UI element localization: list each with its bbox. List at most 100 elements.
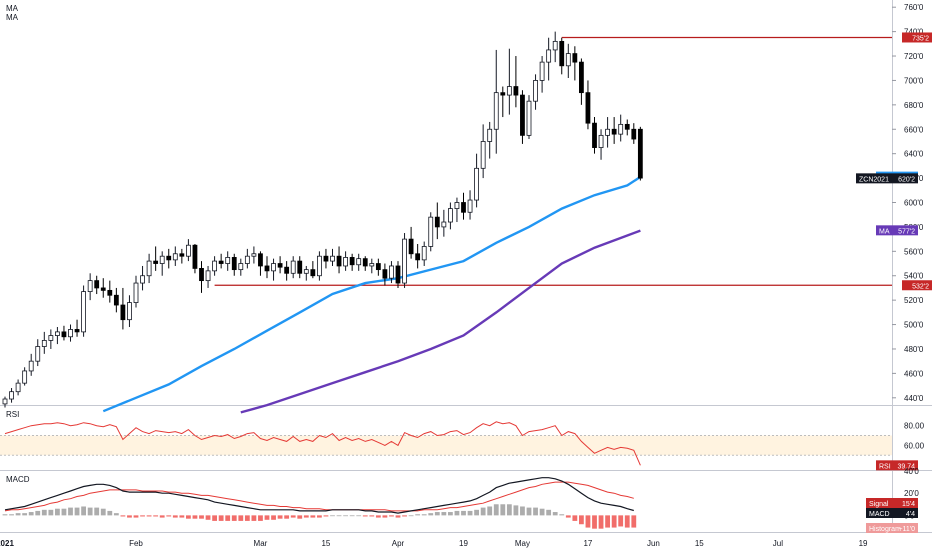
macd-tick-label: 20'0 — [904, 489, 919, 498]
candle — [284, 261, 290, 281]
macd-histogram-bar — [94, 507, 100, 516]
candle — [552, 31, 558, 63]
candle-body — [107, 289, 113, 296]
candle-body — [172, 253, 178, 261]
time-tick-label: 19 — [859, 539, 868, 548]
candle — [199, 261, 204, 293]
price-tick-label: 640'0 — [904, 150, 924, 159]
candle — [369, 258, 375, 274]
candle — [316, 251, 322, 281]
time-tick-label: Apr — [392, 539, 405, 548]
macd-histogram-bar — [9, 514, 14, 516]
macd-histogram-bar — [585, 515, 591, 528]
macd-histogram-bar — [271, 515, 276, 520]
macd-histogram-bar — [480, 507, 486, 516]
candle — [153, 246, 159, 271]
price-level-badge-value: 735'2 — [912, 35, 929, 42]
macd-histogram-bar — [448, 512, 453, 516]
candle — [415, 244, 421, 269]
candle-body — [533, 80, 538, 102]
candle — [454, 197, 460, 223]
candle — [611, 117, 617, 144]
candle-body — [474, 167, 480, 201]
candle-body — [113, 294, 119, 306]
candle-body — [87, 280, 93, 293]
macd-histogram-bar — [375, 515, 381, 518]
candle — [539, 56, 545, 93]
candle — [598, 129, 604, 160]
price-tick-label: 760'0 — [904, 3, 924, 12]
indicator-label: MA — [6, 4, 19, 13]
macd-histogram-bar — [48, 509, 54, 516]
candle-body — [579, 61, 584, 94]
candle-body — [127, 302, 132, 321]
rsi-current-badge-value: 39.74 — [897, 463, 915, 470]
candle-body — [513, 86, 519, 96]
candle-body — [28, 360, 34, 372]
candle — [402, 233, 407, 288]
candle-body — [316, 255, 322, 277]
candle — [579, 58, 584, 105]
candle — [277, 256, 283, 274]
last-price-badge-label: ZCN2021 — [859, 176, 889, 183]
macd-histogram-bar — [264, 515, 270, 520]
candle-body — [133, 282, 139, 303]
macd-histogram-bar — [310, 515, 316, 518]
candle — [94, 275, 100, 295]
candle-body — [146, 260, 152, 277]
macd-histogram-bar — [572, 515, 578, 521]
indicator-label: MA — [6, 13, 19, 22]
candle-body — [55, 331, 60, 336]
macd-histogram-bar — [428, 513, 434, 516]
candle — [526, 95, 532, 140]
candle — [68, 324, 73, 342]
candle-body — [480, 141, 486, 169]
macd-histogram-bar — [343, 515, 348, 517]
macd-histogram-bar — [559, 514, 565, 516]
macd-current-2-badge — [866, 523, 918, 533]
macd-current-0-badge-label: Signal — [869, 501, 889, 508]
macd-histogram-bar — [362, 515, 368, 517]
candle-body — [303, 269, 309, 274]
candle — [48, 329, 54, 349]
candle — [15, 379, 21, 396]
macd-histogram-bar — [349, 515, 355, 517]
macd-histogram-bar — [389, 515, 394, 517]
time-tick-label: Jun — [647, 539, 660, 548]
candle-body — [212, 260, 218, 272]
candle-body — [94, 280, 100, 289]
candle-body — [572, 53, 578, 63]
candle-body — [120, 304, 126, 321]
macd-line — [4, 477, 634, 514]
candle-body — [349, 257, 355, 266]
candle-body — [35, 346, 41, 362]
candle — [120, 287, 126, 330]
candle-body — [22, 370, 28, 384]
candle — [343, 251, 349, 271]
candle — [61, 325, 67, 341]
macd-histogram-bar — [323, 515, 329, 517]
macd-histogram-bar — [251, 515, 257, 521]
macd-signal-line — [4, 481, 634, 512]
candle — [179, 248, 185, 264]
candle — [113, 287, 119, 313]
rsi-band — [0, 435, 892, 456]
candle — [585, 80, 591, 130]
candle — [493, 49, 499, 154]
candle-body — [605, 128, 610, 136]
candle-body — [15, 382, 21, 393]
macd-histogram-bar — [533, 507, 538, 516]
macd-current-2-badge-label: Histogram — [869, 526, 901, 533]
candle — [107, 280, 113, 303]
candle — [140, 265, 145, 291]
candle — [251, 246, 257, 264]
macd-histogram-bar — [225, 515, 231, 521]
candle — [624, 119, 630, 136]
candle-body — [336, 255, 342, 267]
candle-body — [330, 255, 335, 262]
candle-body — [68, 329, 73, 338]
macd-histogram-bar — [520, 506, 525, 516]
candle-body — [585, 92, 591, 124]
candle-body — [218, 260, 224, 264]
